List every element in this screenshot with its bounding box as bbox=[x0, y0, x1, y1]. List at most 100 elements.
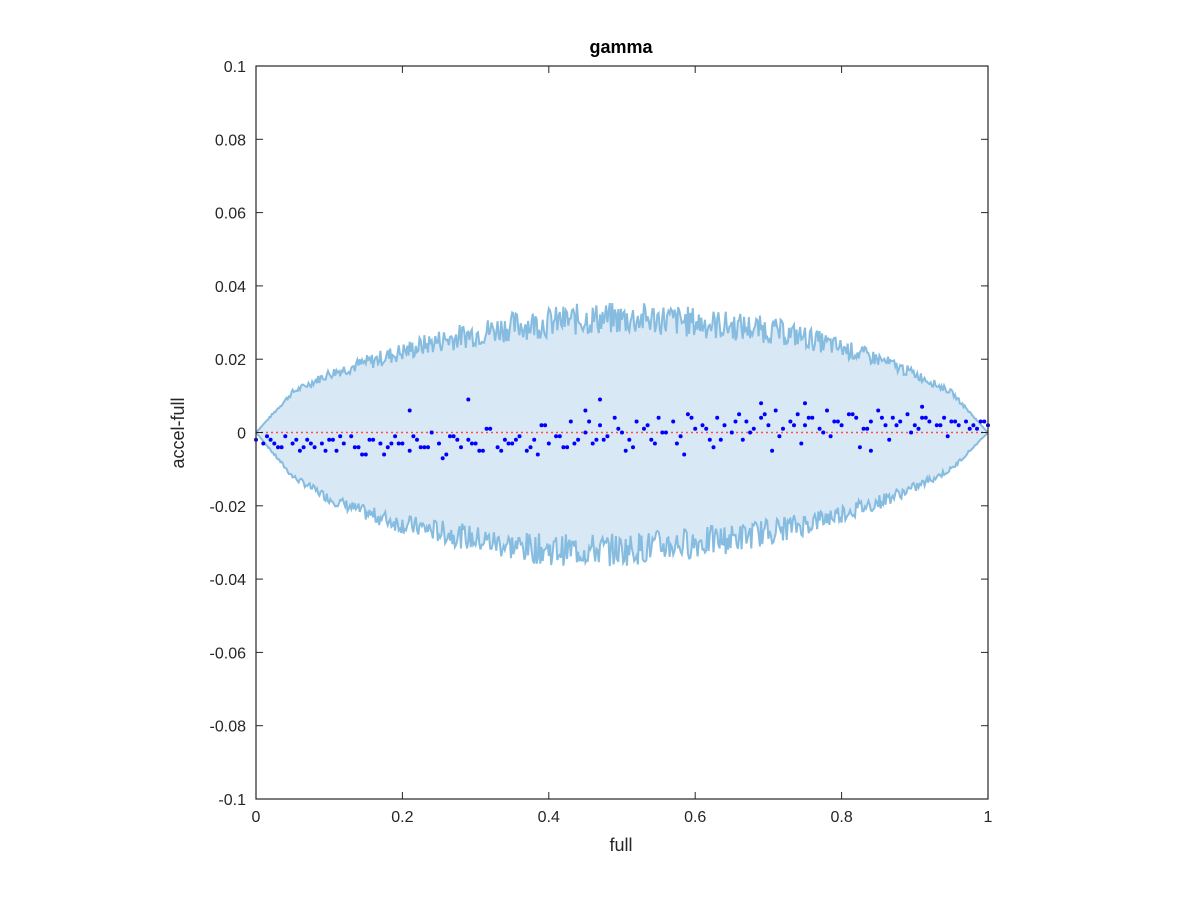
data-point bbox=[715, 415, 720, 420]
data-point bbox=[444, 452, 449, 457]
data-point bbox=[803, 401, 807, 406]
confidence-band-upper-edge bbox=[255, 302, 989, 434]
data-point bbox=[352, 445, 357, 450]
data-point bbox=[385, 445, 390, 450]
data-point bbox=[788, 419, 793, 424]
data-point bbox=[268, 437, 273, 442]
data-point bbox=[927, 419, 932, 424]
data-point bbox=[455, 437, 460, 442]
data-point bbox=[279, 445, 284, 450]
data-point bbox=[612, 415, 617, 420]
data-point bbox=[685, 412, 690, 417]
data-point bbox=[506, 441, 511, 446]
y-tick-label: 0.02 bbox=[215, 352, 246, 369]
y-tick-label: 0.06 bbox=[215, 206, 246, 223]
data-point bbox=[334, 448, 339, 453]
data-point bbox=[407, 408, 412, 413]
data-point bbox=[920, 404, 925, 409]
data-point bbox=[773, 408, 778, 413]
data-point bbox=[825, 408, 829, 413]
data-point bbox=[400, 441, 405, 446]
data-point bbox=[616, 426, 621, 431]
data-point bbox=[426, 445, 430, 450]
data-point bbox=[543, 423, 548, 428]
data-point bbox=[568, 419, 573, 424]
data-point bbox=[510, 441, 515, 446]
confidence-band-lower-edge bbox=[255, 431, 989, 567]
data-point bbox=[407, 448, 412, 453]
data-point bbox=[938, 423, 943, 428]
data-point bbox=[415, 437, 419, 442]
data-point bbox=[305, 437, 310, 442]
y-tick-label: 0.1 bbox=[224, 59, 246, 76]
data-point bbox=[934, 423, 939, 428]
y-axis-ticks: 0.1 0.08 0.06 0.04 0.02 0 -0.02 -0.04 -0.06 -0.08… bbox=[210, 59, 988, 809]
data-point bbox=[854, 415, 859, 420]
data-point bbox=[393, 434, 398, 439]
data-point bbox=[740, 437, 745, 442]
data-point bbox=[634, 419, 639, 424]
data-point bbox=[631, 445, 635, 450]
data-point bbox=[546, 441, 551, 446]
y-tick-label: -0.08 bbox=[210, 719, 247, 736]
data-point bbox=[272, 441, 277, 446]
data-point bbox=[781, 426, 785, 431]
data-point bbox=[451, 434, 456, 439]
data-point bbox=[319, 441, 324, 446]
data-point bbox=[949, 419, 954, 424]
data-point bbox=[583, 408, 588, 413]
data-point bbox=[627, 437, 632, 442]
data-point bbox=[276, 445, 280, 450]
data-point bbox=[587, 419, 592, 424]
data-point bbox=[477, 448, 482, 453]
data-point bbox=[396, 441, 401, 446]
data-point bbox=[795, 412, 800, 417]
data-point bbox=[466, 437, 471, 442]
data-point bbox=[876, 408, 881, 413]
data-point bbox=[759, 415, 764, 420]
data-point bbox=[733, 419, 738, 424]
y-tick-label: 0.04 bbox=[215, 279, 246, 296]
data-point bbox=[678, 434, 683, 439]
data-point bbox=[572, 441, 577, 446]
data-point bbox=[978, 419, 983, 424]
data-point bbox=[338, 434, 343, 439]
data-point bbox=[770, 448, 775, 453]
data-point bbox=[674, 441, 679, 446]
x-tick-label: 0.4 bbox=[538, 809, 560, 826]
data-point bbox=[308, 441, 313, 446]
y-axis-label: accel-full bbox=[168, 397, 188, 468]
data-point bbox=[459, 445, 463, 450]
data-point bbox=[920, 415, 925, 420]
data-point bbox=[777, 434, 782, 439]
data-point bbox=[799, 441, 804, 446]
data-point bbox=[378, 441, 383, 446]
x-tick-label: 0.8 bbox=[830, 809, 852, 826]
x-axis-label: full bbox=[609, 835, 632, 855]
data-point bbox=[792, 423, 796, 428]
data-point bbox=[576, 437, 581, 442]
data-point bbox=[846, 412, 851, 417]
data-point bbox=[751, 426, 756, 431]
data-point bbox=[821, 430, 826, 435]
data-point bbox=[905, 412, 910, 417]
x-tick-label: 0.2 bbox=[391, 809, 413, 826]
data-point bbox=[839, 423, 844, 428]
data-point bbox=[528, 445, 533, 450]
plot-area bbox=[254, 302, 990, 567]
y-tick-label: 0 bbox=[237, 426, 246, 443]
data-point bbox=[660, 430, 665, 435]
data-point bbox=[832, 419, 837, 424]
data-point bbox=[967, 426, 972, 431]
data-point bbox=[437, 441, 441, 446]
data-point bbox=[868, 419, 873, 424]
data-point bbox=[810, 415, 815, 420]
data-point bbox=[898, 419, 903, 424]
data-point bbox=[652, 441, 657, 446]
data-point bbox=[473, 441, 478, 446]
data-point bbox=[363, 452, 368, 457]
data-point bbox=[835, 419, 840, 424]
data-point bbox=[923, 415, 928, 420]
data-point bbox=[879, 415, 884, 420]
